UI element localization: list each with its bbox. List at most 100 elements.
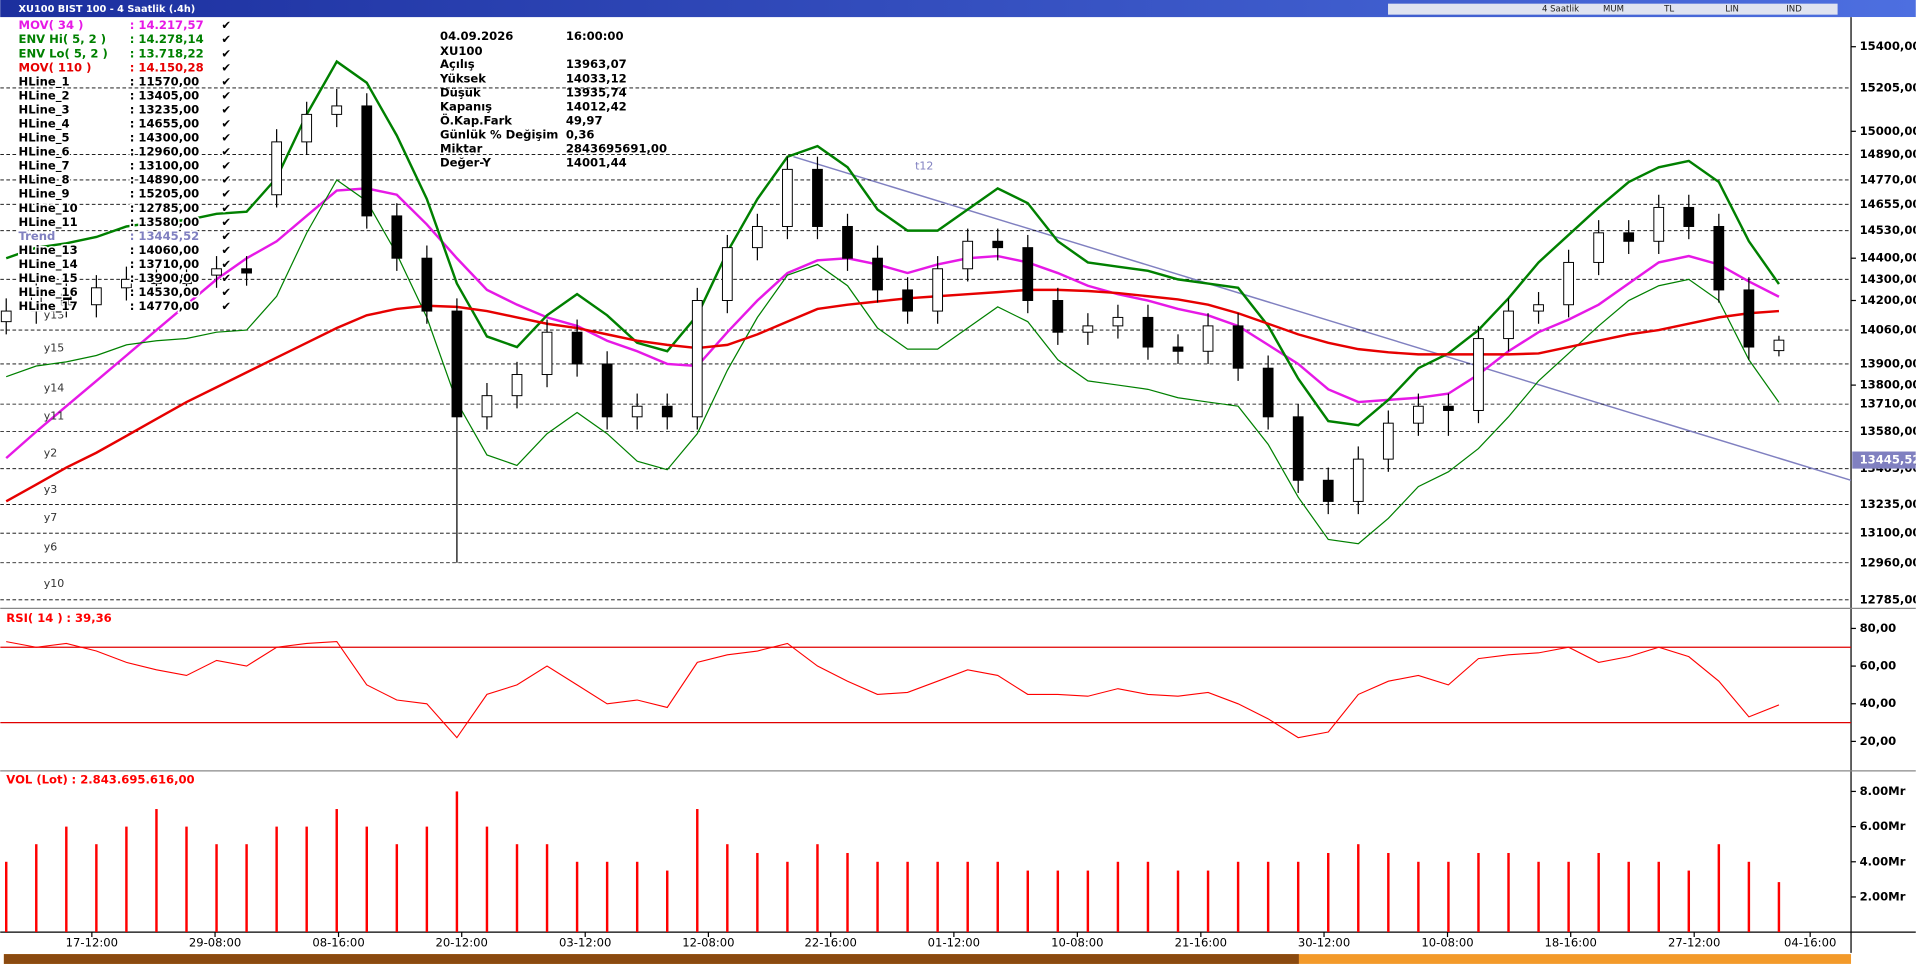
candle-body (1142, 316, 1154, 348)
y-tick-label: 6.00Mr (1860, 819, 1906, 833)
info-date: 04.09.2026 (440, 29, 513, 43)
candle-body (60, 293, 72, 306)
hline-label: 13710,00 (1860, 397, 1916, 411)
candle-body (241, 268, 252, 274)
candle-body (1773, 339, 1785, 352)
legend-value: : 13900,00 (130, 271, 200, 285)
candle-body (1202, 325, 1214, 352)
candle-body (691, 300, 703, 418)
volume-bar (1657, 861, 1660, 933)
y-tick-label: 8.00Mr (1860, 784, 1906, 798)
candle-body (331, 105, 343, 115)
x-tick-label: 01-12:00 (928, 936, 980, 950)
volume-bar (545, 844, 549, 933)
legend-check: ✔ (221, 285, 231, 299)
annotation: y7 (44, 511, 58, 524)
candle-body (1352, 458, 1364, 502)
y-tick-label: 14200,00 (1860, 293, 1916, 307)
x-tick-label: 22-16:00 (805, 936, 857, 950)
axis-labels: 13405,0013235,0014655,0014300,0012960,00… (1852, 80, 1916, 606)
volume-bar (455, 791, 459, 933)
legend-check: ✔ (221, 187, 231, 201)
x-tick-label: 08-16:00 (312, 936, 364, 950)
hline-label: 14770,00 (1860, 172, 1916, 186)
candle-body (1172, 346, 1184, 352)
x-tick-label: 03-12:00 (559, 936, 611, 950)
legend-check: ✔ (221, 215, 231, 229)
volume-bar (1296, 861, 1300, 933)
legend-value: : 13580,00 (130, 215, 200, 229)
hline-label: 15205,00 (1860, 80, 1916, 94)
candle-body (1052, 300, 1064, 333)
legend-name: HLine_16 (19, 285, 78, 300)
y-tick-label: 13800,00 (1860, 378, 1916, 392)
candle-body (271, 141, 283, 196)
x-tick-label: 10-08:00 (1421, 936, 1473, 950)
hline-label: 13235,00 (1860, 497, 1916, 511)
legend-value: : 2.843.695.616,00 (72, 772, 195, 786)
volume-bar (1537, 861, 1540, 933)
annotation: y11 (44, 410, 64, 423)
volume-bar (756, 852, 759, 933)
toolbar-item: 4 Saatlik (1542, 5, 1579, 15)
volume-bar (1747, 861, 1751, 933)
legend-value: : 12960,00 (130, 145, 200, 159)
info-label: Miktar (440, 142, 483, 156)
legend-name: HLine_1 (19, 74, 70, 89)
legend-name: HLine_2 (19, 88, 70, 103)
hline-label: 12960,00 (1860, 555, 1916, 569)
info-value: 14012,42 (566, 99, 627, 113)
candle-body (451, 310, 463, 418)
legend-value: : 14.278,14 (130, 32, 204, 46)
info-value: 13963,07 (566, 57, 627, 71)
hline-label: 13445,52 (1860, 453, 1916, 467)
legend-value: : 14300,00 (130, 131, 200, 145)
candle-body (1743, 289, 1755, 348)
legend-name: ENV Hi( 5, 2 ) (19, 32, 107, 46)
x-tick-label: 29-08:00 (189, 936, 241, 950)
volume-bar (605, 861, 609, 933)
volume-bar (1507, 852, 1510, 933)
candle-body (1533, 304, 1544, 312)
legend-check: ✔ (221, 60, 231, 74)
legend-value: : 13.718,22 (130, 46, 204, 60)
volume-bar (305, 826, 308, 933)
legend-check: ✔ (221, 88, 231, 102)
volume-bar (666, 870, 669, 933)
candle-body (1713, 225, 1725, 291)
indicator-line (5, 179, 1780, 545)
volume-bar (485, 826, 489, 933)
candle-body (1683, 206, 1695, 227)
toolbar-item: MUM (1603, 5, 1624, 15)
legend-check: ✔ (221, 32, 231, 46)
trend-value-box (1852, 451, 1916, 469)
legend-name: ENV Lo( 5, 2 ) (19, 46, 108, 60)
candle-body (872, 257, 883, 291)
annotation: y14 (44, 382, 64, 395)
candle-body (1563, 261, 1574, 306)
annotation: t12 (915, 159, 933, 172)
candle-body (1022, 247, 1034, 301)
volume-bar (245, 844, 248, 933)
y-tick-label: 80,00 (1860, 621, 1897, 635)
volume-bar (696, 809, 699, 933)
candle-body (1653, 206, 1665, 242)
candle-body (1443, 405, 1454, 411)
volume-plot (5, 791, 1781, 933)
x-tick-label: 17-12:00 (66, 936, 118, 950)
y-tick-label: 15400,00 (1860, 39, 1916, 53)
volume-bar (1026, 870, 1030, 933)
candle-body (1112, 316, 1124, 327)
candle-body (361, 105, 373, 217)
legend-check: ✔ (221, 299, 231, 313)
volume-bar (365, 826, 368, 933)
candle-body (391, 215, 403, 259)
candle-body (1503, 310, 1514, 340)
volume-bar (395, 844, 399, 933)
volume-bar (425, 826, 429, 933)
info-label: Ö.Kap.Fark (440, 112, 512, 127)
legend-value: : 39,36 (66, 611, 111, 625)
candle-body (121, 278, 132, 289)
x-tick-label: 10-08:00 (1051, 936, 1103, 950)
